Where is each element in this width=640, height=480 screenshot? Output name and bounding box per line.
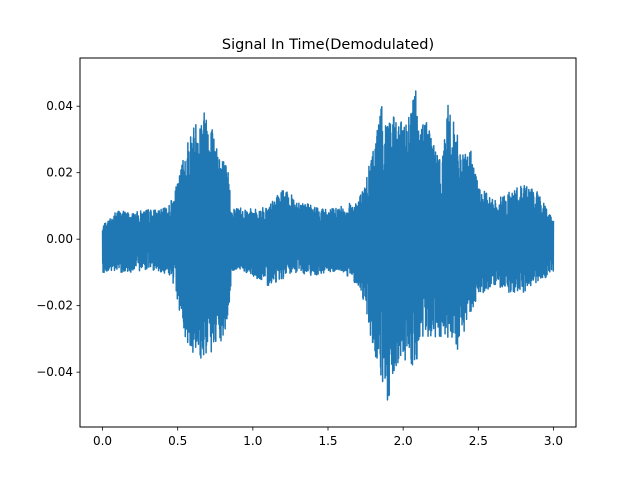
y-tick-label: −0.02 — [36, 299, 73, 313]
y-tick-label: 0.02 — [46, 166, 73, 180]
signal-line — [101, 90, 555, 401]
x-tick-label: 3.0 — [544, 434, 563, 448]
chart-title: Signal In Time(Demodulated) — [222, 37, 434, 53]
x-tick-label: 2.5 — [469, 434, 488, 448]
x-tick-label: 0.5 — [168, 434, 187, 448]
y-tick-label: 0.04 — [46, 99, 73, 113]
x-axis-ticks: 0.0 0.5 1.0 1.5 2.0 2.5 3.0 — [93, 427, 563, 448]
plot-frame — [79, 57, 577, 428]
y-tick-label: −0.04 — [36, 365, 73, 379]
x-tick-label: 0.0 — [93, 434, 112, 448]
y-axis-ticks: −0.04 −0.02 0.00 0.02 0.04 — [36, 99, 80, 379]
x-tick-label: 1.5 — [318, 434, 337, 448]
x-tick-label: 2.0 — [394, 434, 413, 448]
y-tick-label: 0.00 — [46, 232, 73, 246]
x-tick-label: 1.0 — [243, 434, 262, 448]
